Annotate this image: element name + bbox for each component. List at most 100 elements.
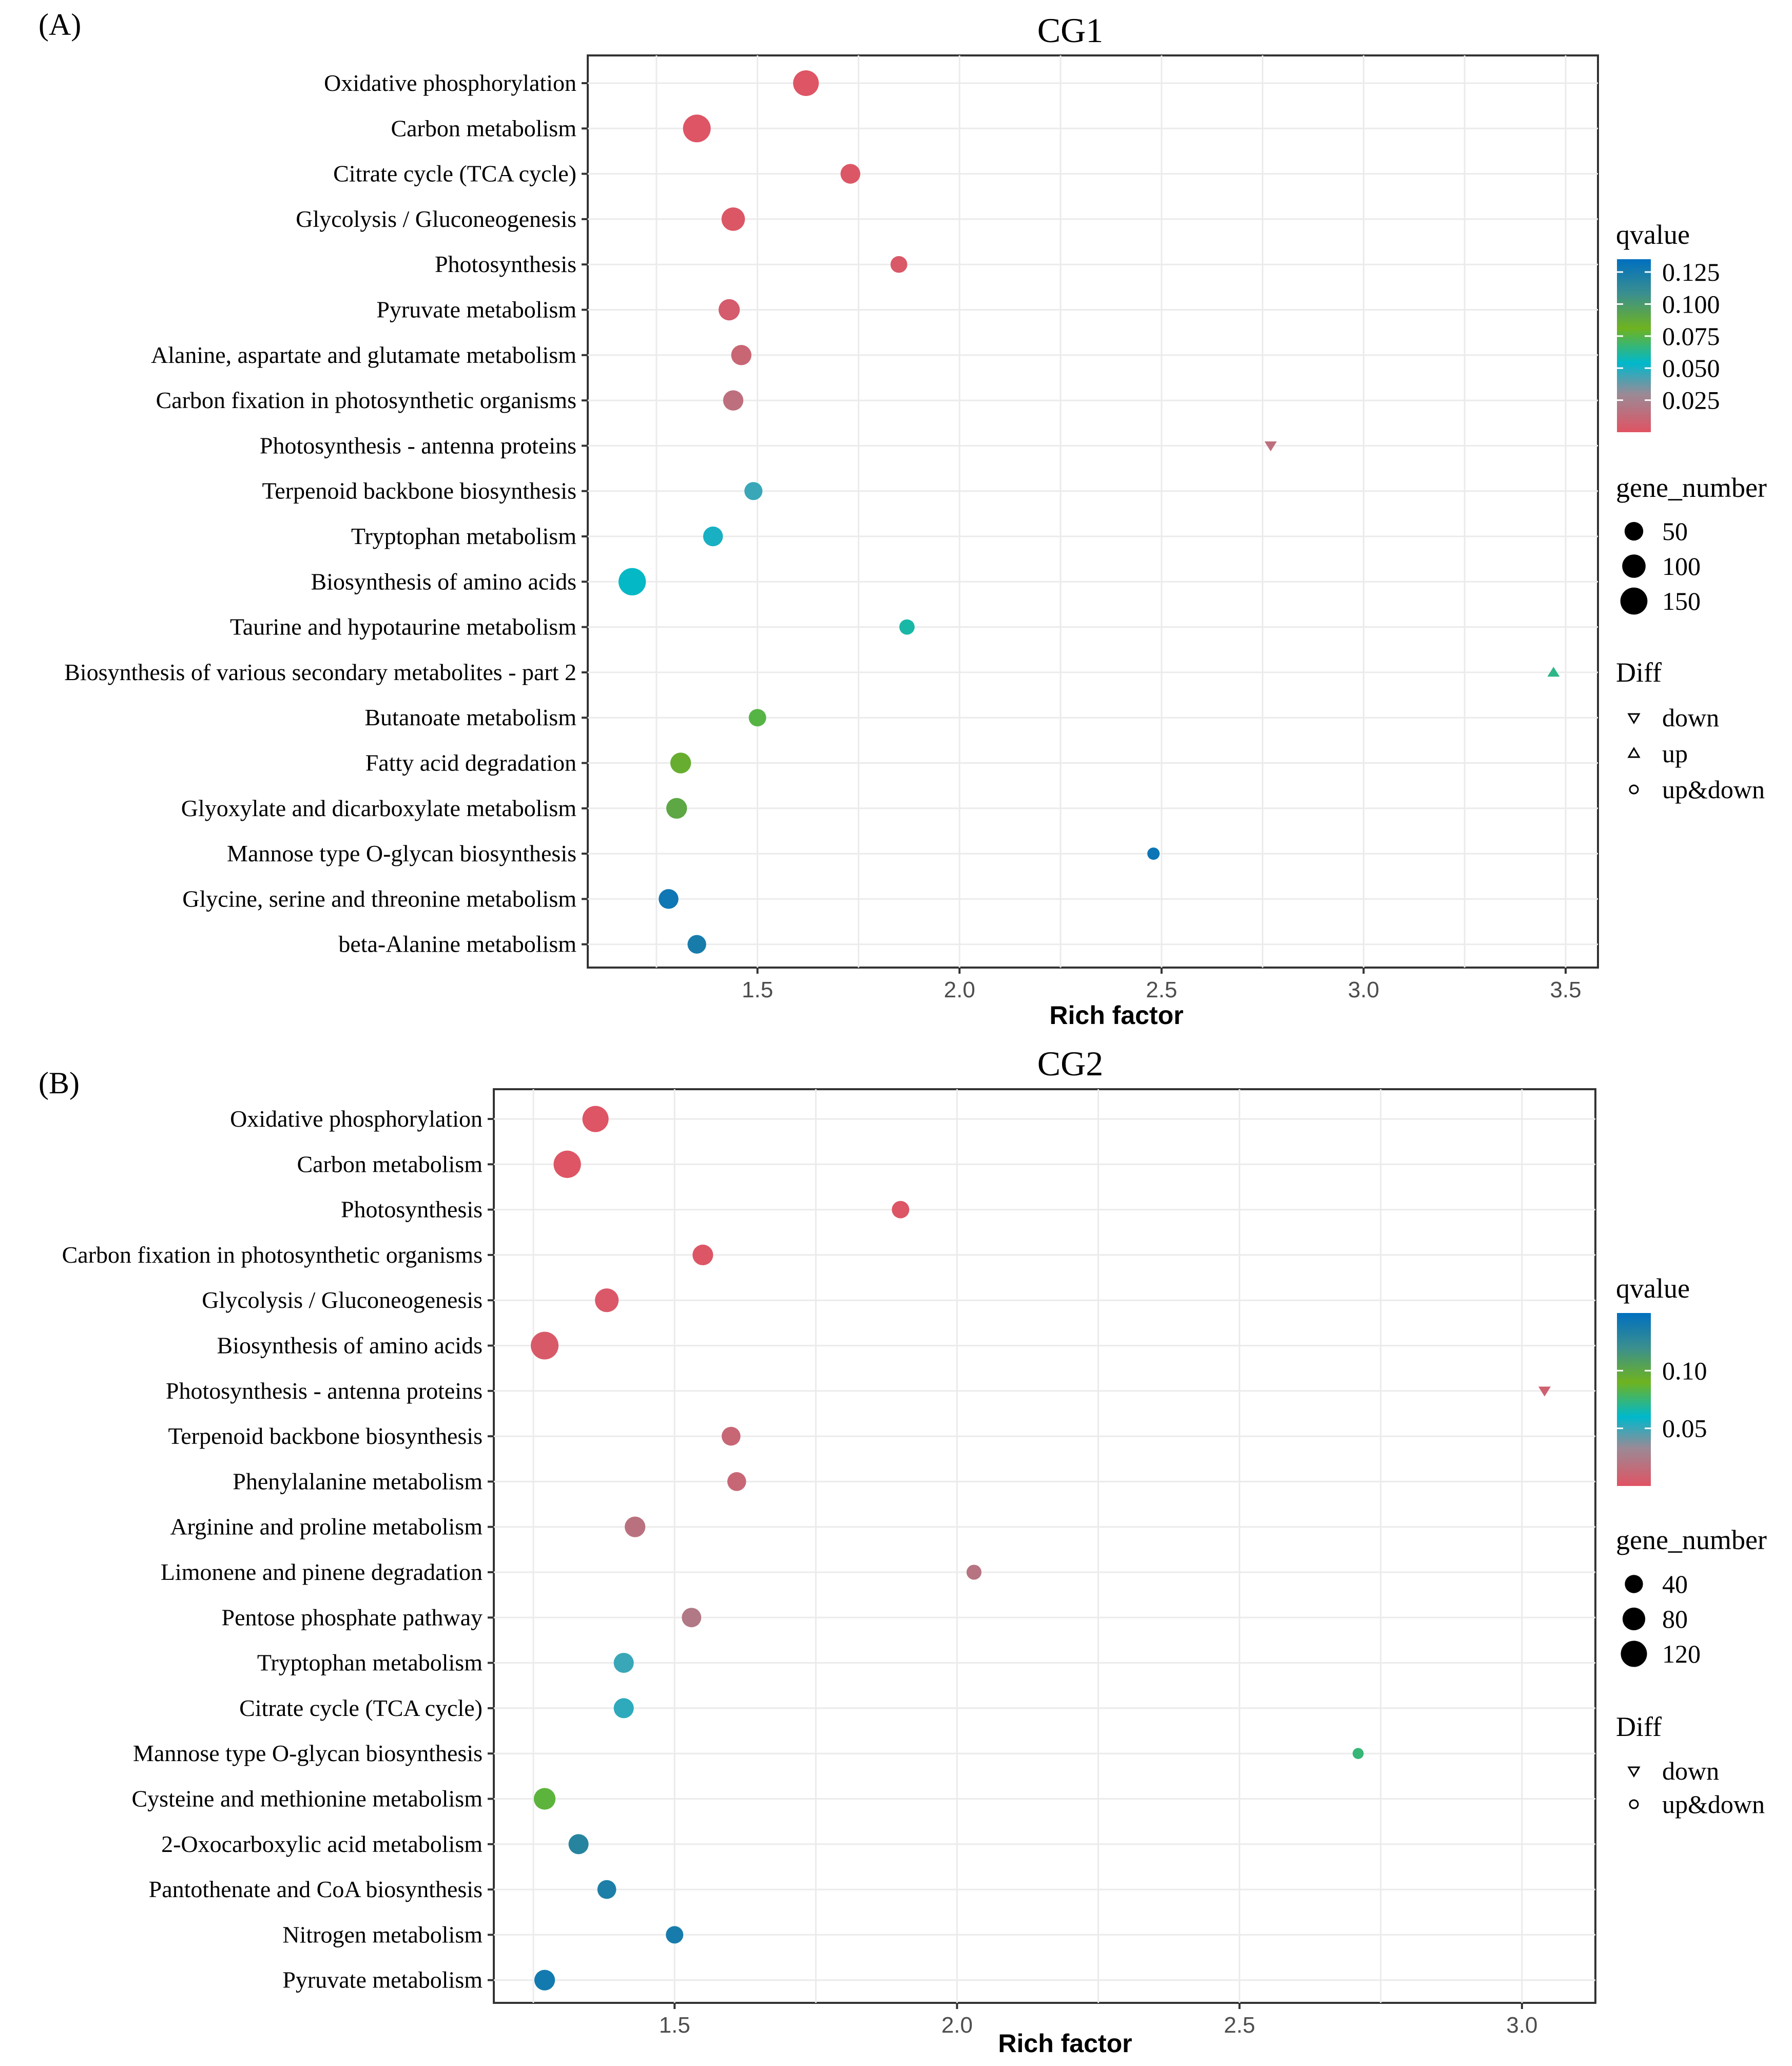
y-tick-label: Glycolysis / Gluconeogenesis — [202, 1287, 483, 1313]
size-legend-label: 50 — [1662, 517, 1688, 546]
legend-gene-number-title-cg1: gene_number — [1616, 472, 1767, 503]
y-tick-label: Biosynthesis of various secondary metabo… — [64, 659, 576, 685]
data-point — [534, 1970, 555, 1991]
legend-qvalue-title-cg1: qvalue — [1616, 219, 1690, 250]
data-point-up — [1547, 667, 1560, 677]
diff-legend-label: up&down — [1662, 1790, 1765, 1819]
panel-cg1: (A) CG1 Oxidative phosphorylation Carbon … — [38, 8, 1767, 1030]
data-point — [718, 299, 740, 321]
y-tick-label: Biosynthesis of amino acids — [217, 1333, 483, 1359]
data-point — [613, 1698, 634, 1719]
x-tick-label: 2.0 — [944, 977, 975, 1002]
qvalue-colorbar-cg1 — [1617, 259, 1651, 432]
colorbar-tick-label: 0.125 — [1662, 258, 1720, 286]
panel-cg2: (B) CG2 Oxidative phosphorylation Carbon … — [38, 1044, 1767, 2058]
size-legend-dot — [1620, 587, 1648, 615]
grid-cg2 — [494, 1089, 1595, 2003]
data-point — [1147, 847, 1160, 860]
data-point — [748, 709, 766, 727]
y-tick-label: Terpenoid backbone biosynthesis — [262, 478, 576, 504]
data-point — [731, 345, 752, 365]
chart-title-cg2: CG2 — [1037, 1044, 1103, 1083]
data-point — [659, 889, 679, 909]
legend-diff-title-cg2: Diff — [1616, 1711, 1662, 1742]
data-point — [531, 1331, 559, 1360]
panel-label-b: (B) — [38, 1066, 80, 1100]
y-tick-label: Phenylalanine metabolism — [233, 1468, 483, 1494]
y-tick-label: Carbon metabolism — [391, 115, 576, 141]
x-tick-label: 2.5 — [1146, 977, 1177, 1002]
y-tick-label: Oxidative phosphorylation — [324, 70, 576, 96]
diff-legend-cg1: down up up&down — [1627, 703, 1765, 804]
y-tick-label: Pyruvate metabolism — [282, 1967, 483, 1993]
data-point — [595, 1288, 619, 1312]
data-point-down — [1538, 1386, 1551, 1397]
y-axis-labels-cg2: Oxidative phosphorylation Carbon metaboli… — [62, 1106, 494, 1993]
data-point — [721, 207, 745, 231]
y-tick-label: Limonene and pinene degradation — [161, 1559, 483, 1585]
data-point — [553, 1150, 581, 1178]
points-cg2 — [531, 1106, 1551, 1991]
grid-cg1 — [588, 55, 1598, 968]
x-tick-label: 2.5 — [1224, 2013, 1255, 2038]
size-legend-label: 80 — [1662, 1605, 1688, 1633]
x-axis-title-cg2: Rich factor — [998, 2029, 1132, 2058]
data-point — [582, 1106, 609, 1132]
diff-legend-label: up&down — [1662, 775, 1765, 804]
data-point — [597, 1880, 616, 1899]
data-point — [613, 1653, 634, 1673]
y-tick-label: Photosynthesis - antenna proteins — [260, 432, 576, 458]
size-legend-label: 150 — [1662, 587, 1701, 615]
x-tick-label: 2.0 — [941, 2013, 973, 2038]
data-point — [890, 256, 908, 273]
y-tick-label: Tryptophan metabolism — [351, 523, 576, 549]
y-tick-label: Citrate cycle (TCA cycle) — [333, 161, 576, 187]
data-point — [568, 1834, 589, 1855]
diff-legend-label: down — [1662, 703, 1719, 732]
y-tick-label: Arginine and proline metabolism — [170, 1514, 483, 1540]
size-legend-label: 120 — [1662, 1639, 1701, 1668]
y-tick-label: Photosynthesis — [435, 251, 576, 277]
y-tick-label: Glycine, serine and threonine metabolism — [182, 885, 576, 912]
y-tick-label: Taurine and hypotaurine metabolism — [230, 614, 576, 640]
x-axis-title-cg1: Rich factor — [1049, 1001, 1183, 1030]
legend-cg2: qvalue 0.10 0.05 gene_number 40 80 120 Diff… — [1616, 1273, 1767, 1819]
x-tick-label: 3.0 — [1506, 2013, 1537, 2038]
plot-area-cg1 — [587, 54, 1599, 969]
plot-area-cg2 — [493, 1088, 1596, 2004]
y-tick-label: Glycolysis / Gluconeogenesis — [296, 206, 576, 232]
size-legend-label: 40 — [1662, 1570, 1688, 1598]
data-point — [666, 798, 687, 819]
qvalue-colorbar-ticks-cg2: 0.10 0.05 — [1617, 1356, 1707, 1443]
x-tick-label: 1.5 — [659, 2013, 690, 2038]
colorbar-tick-label: 0.100 — [1662, 289, 1720, 318]
qvalue-colorbar-cg2 — [1617, 1313, 1651, 1486]
data-point — [744, 482, 763, 500]
colorbar-tick-label: 0.10 — [1662, 1356, 1707, 1385]
y-tick-label: Mannose type O-glycan biosynthesis — [133, 1740, 483, 1766]
y-tick-label: Citrate cycle (TCA cycle) — [239, 1695, 483, 1721]
colorbar-tick-label: 0.050 — [1662, 354, 1720, 382]
y-tick-label: Terpenoid backbone biosynthesis — [168, 1423, 483, 1449]
size-legend-dot — [1621, 1640, 1647, 1667]
size-legend-dot — [1625, 1575, 1643, 1593]
data-point — [683, 114, 711, 143]
x-axis-ticks-cg2: 1.5 2.0 2.5 3.0 — [659, 2003, 1538, 2038]
qvalue-colorbar-ticks-cg1: 0.125 0.100 0.075 0.050 0.025 — [1617, 258, 1720, 415]
y-tick-label: Photosynthesis - antenna proteins — [166, 1378, 483, 1404]
y-tick-label: Nitrogen metabolism — [282, 1921, 483, 1947]
data-point — [687, 935, 706, 954]
y-tick-label: Fatty acid degradation — [365, 750, 576, 776]
data-point — [618, 568, 646, 595]
panel-label-a: (A) — [38, 8, 81, 42]
data-point — [892, 1201, 910, 1219]
diff-legend-label: down — [1662, 1756, 1719, 1785]
data-point — [727, 1472, 746, 1491]
y-tick-label: Oxidative phosphorylation — [230, 1106, 483, 1132]
x-tick-label: 1.5 — [742, 977, 773, 1002]
diff-legend-circle-marker — [1629, 784, 1639, 795]
diff-legend-label: up — [1662, 739, 1688, 768]
colorbar-tick-label: 0.05 — [1662, 1414, 1707, 1443]
data-point — [899, 619, 915, 635]
